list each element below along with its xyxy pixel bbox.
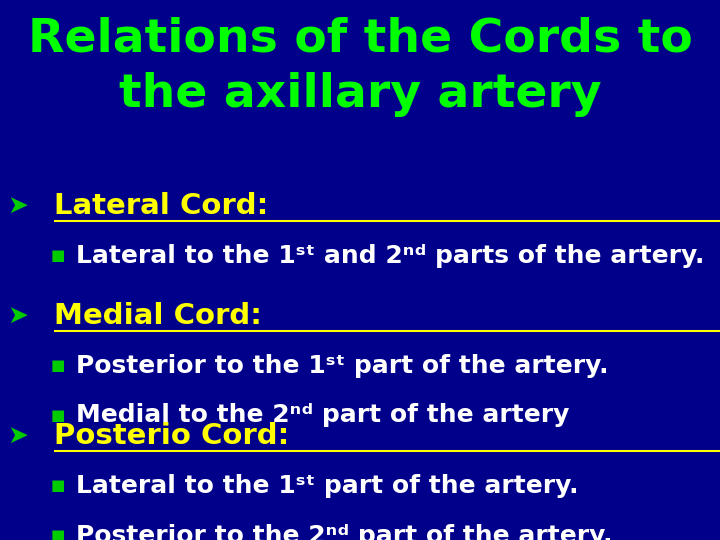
Text: Posterior to the 1ˢᵗ part of the artery.: Posterior to the 1ˢᵗ part of the artery. <box>76 354 608 377</box>
Text: ➤: ➤ <box>7 194 28 218</box>
Text: ■: ■ <box>50 528 65 540</box>
Text: Lateral to the 1ˢᵗ part of the artery.: Lateral to the 1ˢᵗ part of the artery. <box>76 474 578 498</box>
Text: ■: ■ <box>50 248 65 264</box>
Text: ■: ■ <box>50 408 65 423</box>
Text: Medial to the 2ⁿᵈ part of the artery: Medial to the 2ⁿᵈ part of the artery <box>76 403 569 427</box>
Text: ■: ■ <box>50 478 65 494</box>
Text: Lateral Cord:: Lateral Cord: <box>54 192 269 220</box>
Text: Relations of the Cords to
the axillary artery: Relations of the Cords to the axillary a… <box>27 16 693 117</box>
Text: Medial Cord:: Medial Cord: <box>54 302 262 330</box>
Text: ■: ■ <box>50 358 65 373</box>
Text: Posterio Cord:: Posterio Cord: <box>54 422 289 450</box>
Text: Posterior to the 2ⁿᵈ part of the artery.: Posterior to the 2ⁿᵈ part of the artery. <box>76 524 612 540</box>
Text: Lateral to the 1ˢᵗ and 2ⁿᵈ parts of the artery.: Lateral to the 1ˢᵗ and 2ⁿᵈ parts of the … <box>76 244 704 268</box>
Text: ➤: ➤ <box>7 424 28 448</box>
Text: ➤: ➤ <box>7 304 28 328</box>
